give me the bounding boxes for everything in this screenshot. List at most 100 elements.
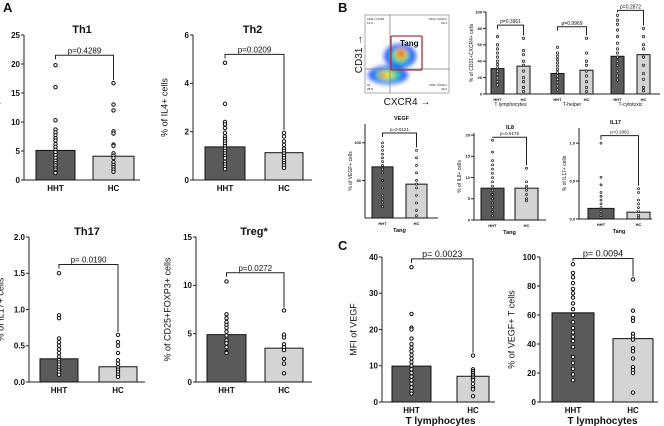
data-point	[570, 301, 576, 306]
data-point	[381, 160, 384, 163]
data-point	[409, 341, 414, 347]
data-point	[281, 335, 287, 340]
data-point	[409, 374, 414, 379]
data-point	[570, 262, 576, 267]
data-point	[584, 63, 589, 67]
data-point	[409, 264, 414, 270]
data-point	[555, 51, 560, 55]
y-tick-label: 80	[527, 282, 536, 291]
data-point	[415, 201, 418, 205]
data-point	[570, 338, 576, 344]
y-tick-label: 0	[374, 398, 379, 407]
chart-title: IL8	[506, 125, 514, 131]
data-point	[111, 80, 116, 86]
p-value-label: p=0.6176	[500, 131, 519, 136]
data-point	[381, 141, 384, 145]
data-point	[224, 279, 229, 284]
x-axis-label: Tang	[613, 229, 626, 235]
data-point	[409, 311, 414, 317]
data-point	[570, 286, 576, 292]
data-point	[491, 150, 494, 154]
x-tick-label: HHT	[403, 406, 420, 415]
y-tick-label: 0	[468, 217, 471, 222]
population	[379, 73, 385, 77]
y-tick-label: 15	[183, 233, 192, 242]
x-tick-label: HC	[627, 406, 639, 415]
p-value-label: p=0.4289	[68, 46, 102, 55]
data-point	[495, 66, 500, 70]
data-point	[415, 186, 418, 190]
y-tick-label: 2.0	[14, 233, 26, 242]
chart-b_vegf: 50 100 % of VEGF+ cells VEGF HHT HC p=0.0121 Ta…	[348, 116, 438, 234]
y-tick-label: 0.5	[14, 342, 26, 351]
quadrant-value: 20.2	[441, 87, 447, 91]
data-point	[381, 145, 384, 148]
data-point	[521, 89, 526, 94]
data-point	[381, 152, 384, 156]
data-point	[381, 194, 384, 197]
quadrant-value: 11.0	[367, 21, 373, 25]
data-point	[570, 354, 576, 360]
data-point	[525, 186, 528, 190]
data-point	[222, 166, 228, 172]
data-point	[555, 80, 560, 85]
y-axis-label: % of CD31+CXCR4+ cells	[469, 23, 475, 82]
panel-label-C: C	[338, 238, 348, 253]
significance-bracket	[572, 257, 634, 277]
data-point	[637, 213, 640, 217]
y-tick-label: 1.5	[14, 269, 26, 278]
data-point	[615, 63, 620, 67]
data-point	[570, 330, 576, 335]
data-point	[615, 47, 620, 51]
data-point	[415, 171, 418, 175]
data-point	[111, 169, 116, 175]
y-tick-label: 0.0	[569, 216, 575, 221]
y-tick-label: 0	[480, 91, 483, 96]
y-tick-label: 1.0	[569, 141, 575, 146]
x-tick-label: HHT	[51, 386, 68, 395]
chart-title: Treg*	[240, 226, 268, 238]
chart-title: Th1	[72, 24, 92, 36]
data-point	[409, 352, 414, 358]
y-axis-label: % of IL4+ cells	[159, 78, 169, 137]
data-point	[56, 350, 62, 356]
data-point	[570, 360, 576, 366]
data-point	[641, 35, 646, 39]
data-point	[555, 58, 560, 62]
data-point	[281, 371, 287, 376]
data-point	[525, 199, 528, 203]
y-tick-label: 0.5	[569, 178, 575, 183]
x-axis-label: T lymphocytes	[567, 416, 637, 426]
significance-bracket	[55, 54, 114, 81]
chart-b_cd31: 0 20 40 60 80 100 % of CD31+CXCR4+ cells HHT HC H…	[469, 4, 660, 108]
y-tick-label: 20	[369, 325, 378, 334]
y-tick-label: 4	[185, 79, 190, 88]
p-value-label: p=0.2872	[620, 4, 641, 10]
y-axis-label: MFI of VEGF	[348, 303, 358, 356]
p-value-label: p= 0.0023	[422, 249, 462, 259]
y-tick-label: 15	[11, 89, 20, 98]
data-point	[115, 339, 121, 345]
y-tick-label: 60	[478, 42, 483, 47]
data-point	[555, 64, 560, 68]
data-point	[56, 339, 62, 345]
data-point	[409, 359, 414, 365]
data-point	[495, 51, 500, 55]
y-tick-label: 5	[468, 196, 471, 201]
y-tick-label: 15	[466, 154, 471, 159]
data-point	[525, 180, 528, 184]
data-point	[555, 88, 560, 92]
data-point	[409, 349, 414, 354]
data-point	[495, 62, 500, 67]
x-tick-label: HC	[414, 221, 420, 226]
data-point	[56, 347, 62, 352]
x-tick-label: HC	[641, 97, 647, 102]
data-point	[495, 76, 500, 80]
y-tick-label: 100	[523, 253, 537, 262]
data-point	[570, 307, 576, 312]
data-point	[224, 316, 229, 321]
data-point	[222, 101, 228, 107]
significance-bracket	[58, 264, 119, 332]
data-point	[491, 159, 494, 162]
